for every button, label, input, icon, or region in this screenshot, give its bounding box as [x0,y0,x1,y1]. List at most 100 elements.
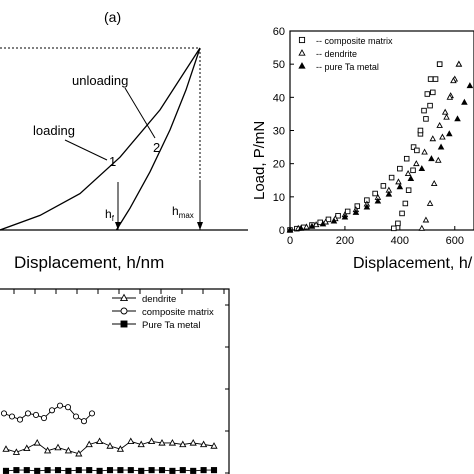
data-point-pure-ta [396,183,404,190]
data-point-dendrite [54,443,62,451]
legend-marker [298,49,306,56]
data-point-composite-matrix [423,116,429,122]
data-point-dendrite [95,437,104,445]
data-point-dendrite [33,438,41,446]
y-tick-label: 30 [273,126,285,138]
data-point-dendrite [137,440,145,448]
loading-leader [64,139,108,161]
data-point-composite-matrix [410,167,416,174]
data-point-dendrite [168,438,177,446]
hmax-label: hmax [172,204,194,220]
data-point-dendrite [455,60,463,67]
data-point-dendrite [441,108,449,115]
data-point-pure-ta [158,467,166,474]
data-point-composite-matrix [424,91,431,97]
panel-c-ticks [13,289,229,474]
data-point-pure-ta [297,224,305,231]
x-tick-label: 200 [336,235,354,247]
data-point-dendrite [2,445,10,452]
data-point-pure-ta [428,155,435,162]
legend-marker [298,36,306,44]
legend-label: -- composite matrix [316,36,393,46]
loading-label: loading [33,123,75,138]
data-point-pure-ta [148,467,155,474]
data-point-composite-matrix [403,155,410,162]
data-point-dendrite [422,216,430,223]
data-point-composite-matrix [64,404,72,411]
data-point-composite-matrix [0,410,8,417]
data-point-composite-matrix [427,102,433,109]
panel-c-marks [0,402,218,474]
y-tick-label: 20 [273,159,285,171]
data-point-pure-ta [454,115,461,122]
data-point-pure-ta [330,217,338,224]
data-point-composite-matrix [402,200,409,207]
data-point-composite-matrix [380,183,387,189]
data-point-pure-ta [13,467,20,474]
data-point-pure-ta [210,467,218,474]
data-point-composite-matrix [430,89,436,96]
data-point-composite-matrix [344,208,351,215]
data-point-pure-ta [374,197,382,204]
data-point-pure-ta [75,467,82,474]
data-point-composite-matrix [414,147,420,154]
legend-label: -- pure Ta metal [316,62,379,72]
data-point-pure-ta [23,467,30,474]
data-point-dendrite [429,135,437,142]
data-point-pure-ta [65,467,72,474]
data-point-composite-matrix [72,413,80,420]
data-point-pure-ta [190,467,197,474]
panel-b-marks [286,60,474,233]
data-point-dendrite [421,148,428,155]
data-point-pure-ta [445,130,453,137]
legend-marker [120,307,128,315]
unloading-leader [124,87,156,139]
y-tick-label: 50 [273,59,285,71]
y-tick-label: 0 [279,225,285,237]
data-point-pure-ta [363,203,371,210]
legend-label: dendrite [142,294,176,305]
legend-marker [119,293,129,301]
data-point-dendrite [23,444,31,452]
data-point-composite-matrix [335,212,341,219]
data-point-pure-ta [54,467,62,474]
data-point-dendrite [116,445,125,452]
data-point-pure-ta [385,190,393,197]
data-point-dendrite [404,170,412,177]
unloading-label: unloading [72,73,128,88]
data-point-composite-matrix [421,107,427,114]
hf-arrow [115,222,121,230]
data-point-dendrite [430,179,438,186]
y-tick-label: 40 [273,92,285,104]
data-point-dendrite [199,440,208,448]
data-point-composite-matrix [56,402,64,409]
legend-label: -- dendrite [316,49,357,59]
data-point-composite-matrix [395,220,401,227]
data-point-pure-ta [34,467,41,474]
data-point-composite-matrix [372,190,378,197]
data-point-pure-ta [437,143,445,150]
x-tick-label: 0 [287,235,293,247]
legend-marker [298,62,306,69]
data-point-pure-ta [179,467,186,474]
data-point-composite-matrix [405,187,412,193]
data-point-pure-ta [106,467,114,474]
data-point-dendrite [322,218,329,225]
panel-a-schematic: (a) unloading loading 1 2 hf hmax Displa… [0,9,248,272]
data-point-pure-ta [117,467,124,474]
data-point-pure-ta [96,467,103,474]
data-point-dendrite [64,446,73,454]
data-point-dendrite [446,93,454,100]
y-tick-label: 60 [273,26,285,38]
data-point-composite-matrix [391,225,397,232]
data-point-pure-ta [44,467,51,474]
panel-b-ylabel: Load, P/mN [251,121,268,200]
data-point-pure-ta [341,213,349,220]
data-point-pure-ta [407,175,415,181]
data-point-pure-ta [418,165,426,172]
data-point-composite-matrix [354,203,361,209]
panel-c-partial-chart: dendrite composite matrix Pure Ta metal [0,288,230,474]
hf-label: hf [105,207,115,223]
